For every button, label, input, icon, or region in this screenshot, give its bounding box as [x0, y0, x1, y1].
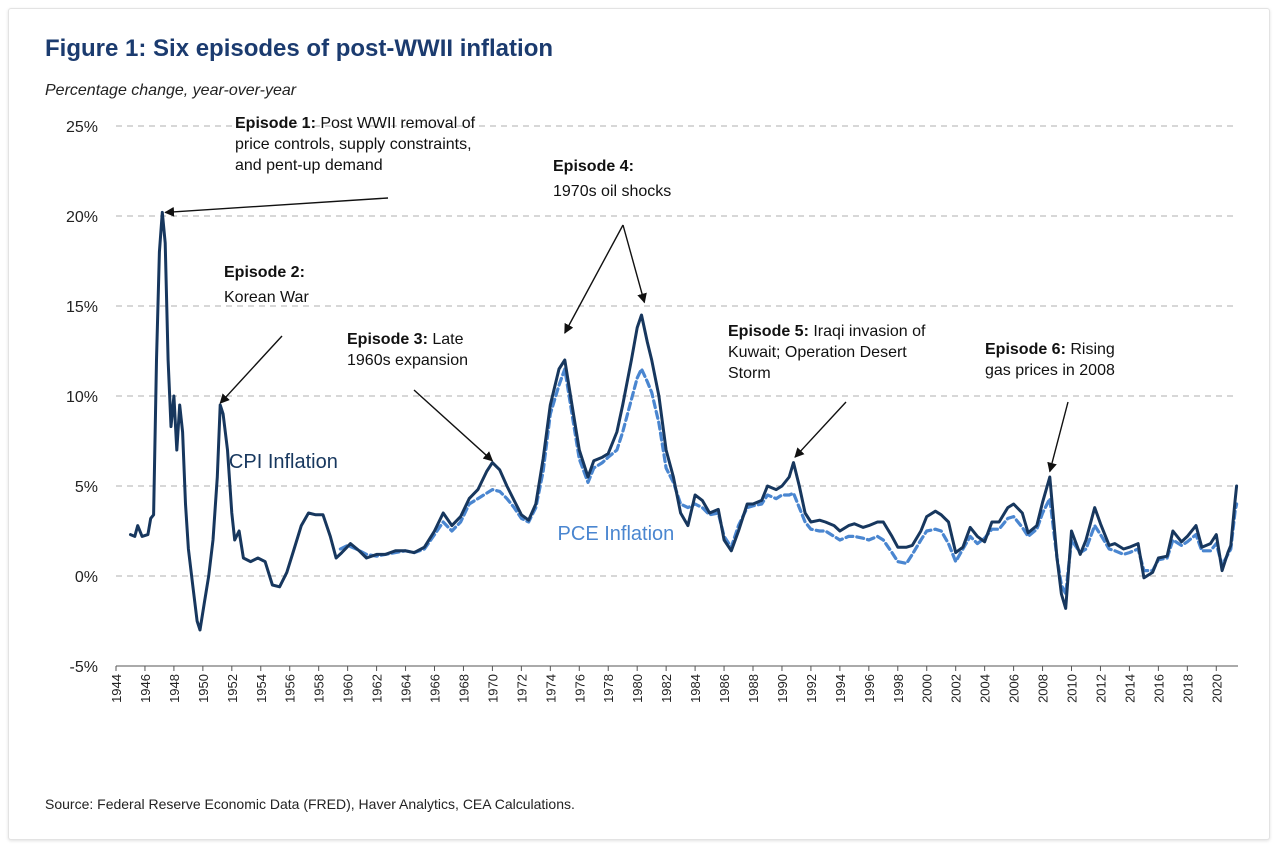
x-tick-label: 1960 — [341, 674, 356, 703]
x-tick-label: 2010 — [1065, 674, 1080, 703]
y-tick-label: 25% — [66, 119, 98, 136]
x-tick-label: 1988 — [746, 674, 761, 703]
annotation-line: gas prices in 2008 — [985, 362, 1115, 379]
x-tick-label: 1974 — [543, 674, 558, 703]
x-tick-label: 2012 — [1093, 674, 1108, 703]
x-axis: 1944 1946 1948 1950 1952 1954 1956 1958 1960 1962… — [109, 665, 1238, 703]
y-tick-label: 15% — [66, 299, 98, 316]
annotation-line: Episode 4: — [553, 158, 634, 175]
annotation-line: Episode 3: Late — [347, 331, 464, 348]
x-tick-label: 1972 — [514, 674, 529, 703]
x-tick-label: 2016 — [1151, 674, 1166, 703]
x-tick-label: 1970 — [485, 674, 500, 703]
x-tick-label: 1996 — [862, 674, 877, 703]
annotation-line: Episode 1: Post WWII removal of — [235, 115, 476, 132]
annotation-text: Iraqi invasion of — [809, 323, 926, 340]
annotation-line: 1970s oil shocks — [553, 183, 671, 200]
annotation-line: 1960s expansion — [347, 352, 468, 369]
x-tick-label: 1946 — [138, 674, 153, 703]
x-tick-label: 1968 — [456, 674, 471, 703]
annotation-line: Episode 2: — [224, 264, 305, 281]
annotation-line: and pent-up demand — [235, 157, 383, 174]
annotation-text: Post WWII removal of — [316, 115, 476, 132]
pce-series-line — [338, 367, 1239, 596]
x-tick-label: 2020 — [1209, 674, 1224, 703]
annotation-bold: Episode 6: — [985, 341, 1066, 358]
x-tick-label: 1980 — [630, 674, 645, 703]
x-tick-label: 1954 — [254, 674, 269, 703]
annotation-line: Kuwait; Operation Desert — [728, 344, 907, 361]
x-tick-label: 1992 — [804, 674, 819, 703]
x-tick-label: 1994 — [833, 674, 848, 703]
source-note: Source: Federal Reserve Economic Data (F… — [45, 796, 575, 812]
annotation-ep5: Episode 5: Iraqi invasion of Kuwait; Oper… — [728, 323, 926, 458]
x-tick-label: 2004 — [978, 674, 993, 703]
annotation-arrow — [164, 197, 389, 217]
x-tick-label: 1986 — [717, 674, 732, 703]
y-axis: 25% 20% 15% 10% 5% 0% -5% — [66, 119, 98, 676]
x-tick-label: 1990 — [775, 674, 790, 703]
annotation-bold: Episode 2: — [224, 264, 305, 281]
series-lines — [129, 210, 1239, 632]
annotation-line: Storm — [728, 365, 771, 382]
x-tick-label: 1998 — [891, 674, 906, 703]
x-tick-label: 1956 — [283, 674, 298, 703]
annotation-arrow — [622, 224, 647, 304]
annotation-arrow — [413, 389, 494, 462]
x-tick-label: 1944 — [109, 674, 124, 703]
annotation-line: Episode 6: Rising — [985, 341, 1115, 358]
annotation-line: Episode 5: Iraqi invasion of — [728, 323, 926, 340]
annotation-line: price controls, supply constraints, — [235, 136, 472, 153]
annotation-line: Korean War — [224, 289, 309, 306]
chart-subtitle: Percentage change, year-over-year — [45, 82, 297, 99]
x-tick-label: 1966 — [428, 674, 443, 703]
cpi-series-line — [129, 210, 1239, 632]
annotation-text: Rising — [1066, 341, 1115, 358]
x-tick-label: 1982 — [659, 674, 674, 703]
annotation-arrow — [564, 224, 624, 334]
pce-series-label: PCE Inflation — [558, 523, 675, 545]
x-tick-label: 1962 — [370, 674, 385, 703]
x-tick-label: 1958 — [312, 674, 327, 703]
x-tick-label: 2002 — [949, 674, 964, 703]
x-tick-label: 1984 — [688, 674, 703, 703]
x-tick-label: 1976 — [572, 674, 587, 703]
annotation-ep4: Episode 4: 1970s oil shocks — [553, 158, 671, 334]
x-tick-label: 1978 — [601, 674, 616, 703]
annotation-arrow — [794, 401, 847, 458]
episode-annotations: Episode 1: Post WWII removal of price con… — [164, 115, 1115, 473]
x-tick-label: 1948 — [167, 674, 182, 703]
x-tick-label: 1964 — [399, 674, 414, 703]
series-labels: CPI Inflation PCE Inflation — [229, 451, 674, 545]
annotation-ep3: Episode 3: Late 1960s expansion — [347, 331, 494, 462]
annotation-bold: Episode 5: — [728, 323, 809, 340]
y-tick-label: 5% — [75, 479, 98, 496]
annotation-bold: Episode 4: — [553, 158, 634, 175]
annotation-bold: Episode 1: — [235, 115, 316, 132]
x-tick-label: 2018 — [1180, 674, 1195, 703]
y-tick-label: 10% — [66, 389, 98, 406]
annotation-arrow — [219, 335, 283, 404]
annotation-arrow — [1047, 401, 1069, 473]
y-tick-label: 20% — [66, 209, 98, 226]
y-tick-label: 0% — [75, 569, 98, 586]
x-tick-label: 1952 — [225, 674, 240, 703]
annotation-ep1: Episode 1: Post WWII removal of price con… — [164, 115, 476, 217]
y-tick-label: -5% — [70, 659, 98, 676]
annotation-bold: Episode 3: — [347, 331, 428, 348]
x-tick-label: 1950 — [196, 674, 211, 703]
x-tick-label: 2000 — [920, 674, 935, 703]
x-tick-label: 2008 — [1036, 674, 1051, 703]
annotation-ep2: Episode 2: Korean War — [219, 264, 309, 404]
x-tick-label: 2014 — [1122, 674, 1137, 703]
chart-title: Figure 1: Six episodes of post-WWII infl… — [45, 35, 554, 62]
cpi-series-label: CPI Inflation — [229, 451, 338, 473]
annotation-text: Late — [428, 331, 464, 348]
annotation-ep6: Episode 6: Rising gas prices in 2008 — [985, 341, 1115, 473]
x-tick-label: 2006 — [1007, 674, 1022, 703]
